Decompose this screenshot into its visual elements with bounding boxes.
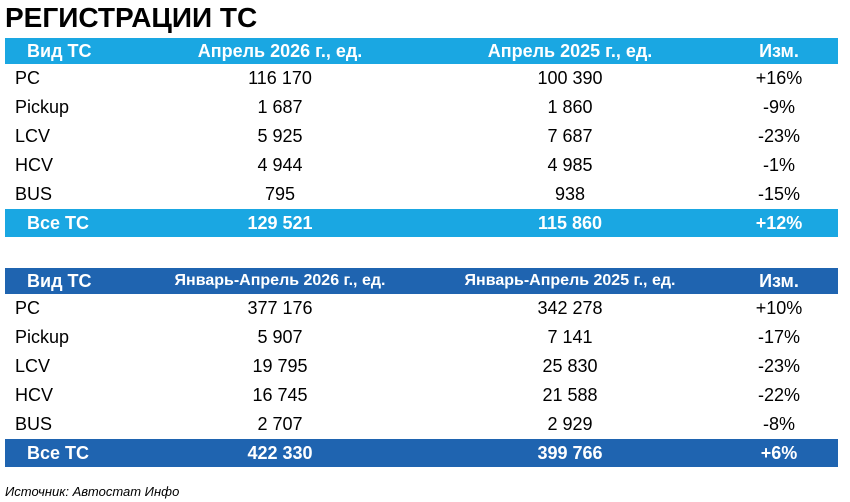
- cell: Pickup: [15, 327, 70, 347]
- row: PC 377 176 342 278 +10%: [5, 294, 838, 323]
- row: HCV 4 944 4 985 -1%: [5, 151, 838, 180]
- row: LCV 19 795 25 830 -23%: [5, 352, 838, 381]
- row: BUS 2 707 2 929 -8%: [5, 410, 838, 439]
- cell: 7 141: [547, 327, 593, 347]
- cell: Вид ТС: [27, 40, 92, 61]
- cell: 795: [264, 184, 296, 204]
- cell: Изм.: [759, 40, 799, 61]
- cell: +6%: [760, 442, 798, 463]
- cell: 1 687: [257, 97, 303, 117]
- cell: BUS: [15, 184, 53, 204]
- cell: Январь-Апрель 2026 г., ед.: [174, 272, 386, 289]
- cell: -23%: [757, 356, 801, 376]
- cell: 2 929: [547, 414, 593, 434]
- cell: Все ТС: [27, 212, 90, 233]
- row: Pickup 1 687 1 860 -9%: [5, 93, 838, 122]
- header-row: Вид ТС Апрель 2026 г., ед. Апрель 2025 г.,…: [5, 38, 838, 64]
- cell: 2 707: [257, 414, 303, 434]
- cell: +16%: [755, 68, 803, 88]
- source: Источник: Автостат Инфо: [5, 484, 180, 499]
- total-row: Все ТС 129 521 115 860 +12%: [5, 209, 838, 237]
- cell: +12%: [755, 212, 803, 233]
- row: HCV 16 745 21 588 -22%: [5, 381, 838, 410]
- cell: 5 925: [257, 126, 303, 146]
- cell: HCV: [15, 155, 54, 175]
- cell: +10%: [755, 298, 803, 318]
- cell: Вид ТС: [27, 270, 92, 291]
- cell: PC: [15, 298, 41, 318]
- cell: Апрель 2026 г., ед.: [197, 40, 363, 61]
- cell: 5 907: [257, 327, 303, 347]
- header-row: Вид ТС Январь-Апрель 2026 г., ед. Январь-А…: [5, 268, 838, 294]
- cell: LCV: [15, 126, 51, 146]
- cell: 25 830: [542, 356, 598, 376]
- cell: -8%: [762, 414, 795, 434]
- cell: 342 278: [537, 298, 603, 318]
- cell: Январь-Апрель 2025 г., ед.: [464, 272, 676, 289]
- row: Pickup 5 907 7 141 -17%: [5, 323, 838, 352]
- row: LCV 5 925 7 687 -23%: [5, 122, 838, 151]
- cell: Pickup: [15, 97, 70, 117]
- table: Вид ТС Апрель 2026 г., ед. Апрель 2025 г.,…: [5, 38, 838, 237]
- cell: 21 588: [542, 385, 598, 405]
- cell: -17%: [757, 327, 801, 347]
- title: РЕГИСТРАЦИИ ТС: [5, 2, 258, 33]
- cell: -1%: [762, 155, 795, 175]
- cell: PC: [15, 68, 41, 88]
- row: BUS 795 938 -15%: [5, 180, 838, 209]
- cell: LCV: [15, 356, 51, 376]
- cell: 4 985: [547, 155, 593, 175]
- cell: Апрель 2025 г., ед.: [487, 40, 653, 61]
- cell: 377 176: [247, 298, 313, 318]
- cell: 7 687: [547, 126, 593, 146]
- cell: -15%: [757, 184, 801, 204]
- cell: BUS: [15, 414, 53, 434]
- cell: 16 745: [252, 385, 308, 405]
- cell: 116 170: [248, 68, 312, 88]
- cell: 129 521: [247, 212, 313, 233]
- cell: Все ТС: [27, 442, 90, 463]
- cell: 100 390: [537, 68, 603, 88]
- cell: 115 860: [537, 212, 603, 233]
- cell: 938: [554, 184, 586, 204]
- cell: 399 766: [537, 442, 603, 463]
- cell: -23%: [757, 126, 801, 146]
- total-row: Все ТС 422 330 399 766 +6%: [5, 439, 838, 467]
- cell: -22%: [757, 385, 801, 405]
- row: PC 116 170 100 390 +16%: [5, 64, 838, 93]
- cell: 19 795: [252, 356, 308, 376]
- cell: 4 944: [257, 155, 303, 175]
- cell: Изм.: [759, 270, 799, 291]
- cell: HCV: [15, 385, 54, 405]
- cell: 422 330: [247, 442, 313, 463]
- cell: -9%: [762, 97, 795, 117]
- table: Вид ТС Январь-Апрель 2026 г., ед. Январь-А…: [5, 268, 838, 467]
- cell: 1 860: [547, 97, 593, 117]
